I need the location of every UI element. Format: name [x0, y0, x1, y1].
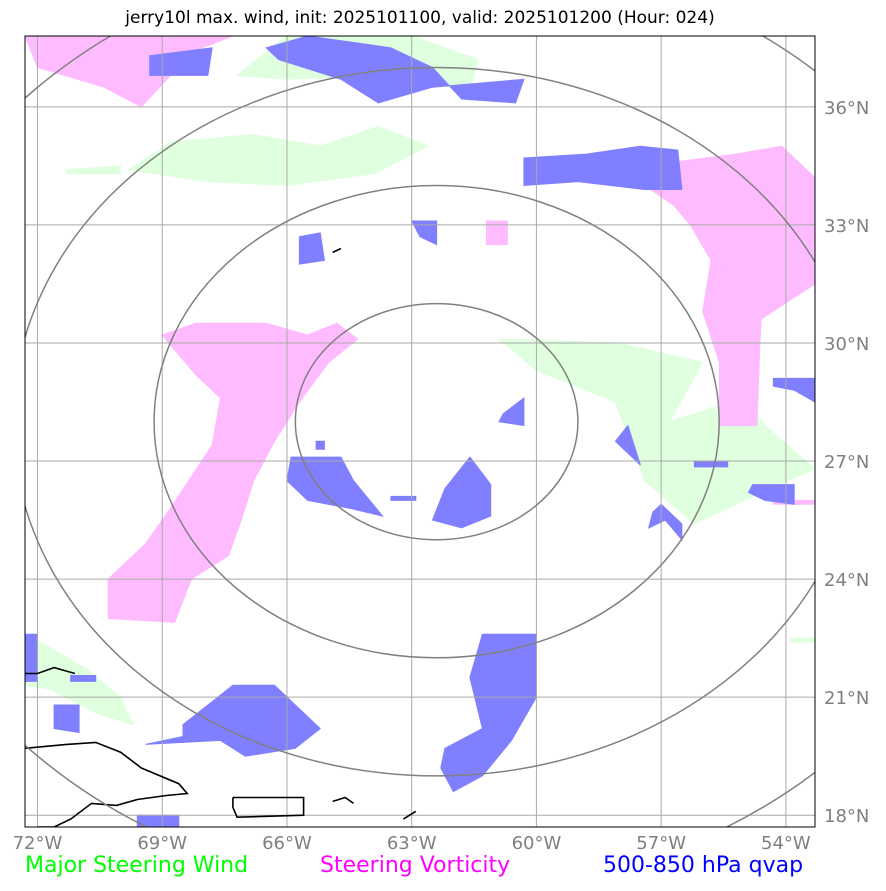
y-tick-label: 36°N: [824, 98, 869, 119]
qvap-region: [647, 503, 683, 542]
qvap-region: [614, 424, 641, 466]
steering-vorticity-region: [710, 267, 737, 305]
qvap-region: [145, 684, 321, 757]
y-tick-label: 24°N: [824, 570, 869, 591]
chart-title: jerry10l max. wind, init: 2025101100, va…: [125, 8, 715, 28]
legend-steering-vorticity: Steering Vorticity: [320, 853, 511, 878]
qvap-region: [523, 145, 683, 190]
coastline: [332, 796, 354, 805]
y-tick-label: 33°N: [824, 216, 869, 237]
steering-wind-region: [127, 125, 430, 187]
x-tick-label: 54°W: [761, 833, 811, 854]
coastline-layer: [25, 247, 417, 827]
legend-qvap: 500-850 hPa qvap: [603, 853, 804, 878]
grid-lines: [25, 36, 815, 827]
qvap-region: [498, 396, 525, 427]
qvap-region: [390, 495, 417, 501]
y-tick-label: 27°N: [824, 452, 869, 473]
x-tick-label: 66°W: [262, 833, 312, 854]
y-tick-label: 30°N: [824, 334, 869, 355]
qvap-region: [693, 460, 729, 468]
x-tick-label: 63°W: [387, 833, 437, 854]
plot-frame: [24, 35, 816, 828]
x-tick-label: 60°W: [512, 833, 562, 854]
steering-vorticity-region: [107, 322, 359, 623]
steering-wind-region: [66, 165, 122, 175]
range-ring: [153, 184, 720, 659]
x-tick-label: 69°W: [137, 833, 187, 854]
steering-wind-region: [497, 338, 815, 525]
qvap-region: [70, 675, 97, 682]
qvap-region: [431, 456, 492, 529]
y-tick-label: 18°N: [824, 806, 869, 827]
legend-steering-wind: Major Steering Wind: [25, 853, 249, 878]
y-tick-label: 21°N: [824, 688, 869, 709]
x-tick-label: 72°W: [13, 833, 63, 854]
coastline: [402, 810, 417, 820]
steering-vorticity-region: [486, 220, 508, 246]
qvap-region: [25, 633, 38, 682]
steering-wind-layer: [25, 36, 815, 726]
qvap-region: [53, 704, 80, 734]
qvap-region: [772, 377, 815, 403]
range-ring: [25, 66, 815, 777]
coastline: [25, 666, 76, 675]
qvap-region: [410, 220, 438, 246]
qvap-region: [747, 484, 795, 505]
steering-wind-region: [789, 637, 815, 643]
qvap-layer: [25, 36, 815, 827]
coastline: [232, 796, 305, 819]
range-ring: [294, 302, 579, 541]
coastline: [25, 741, 189, 827]
qvap-region: [315, 440, 325, 450]
coastline: [332, 247, 342, 254]
x-tick-label: 57°W: [636, 833, 686, 854]
axis-ticks: 72°W 69°W 66°W 63°W 60°W 57°W 54°W 18°N 21°N 24°N…: [13, 98, 870, 854]
qvap-region: [286, 456, 384, 517]
qvap-region: [149, 47, 213, 76]
qvap-region: [298, 232, 325, 265]
